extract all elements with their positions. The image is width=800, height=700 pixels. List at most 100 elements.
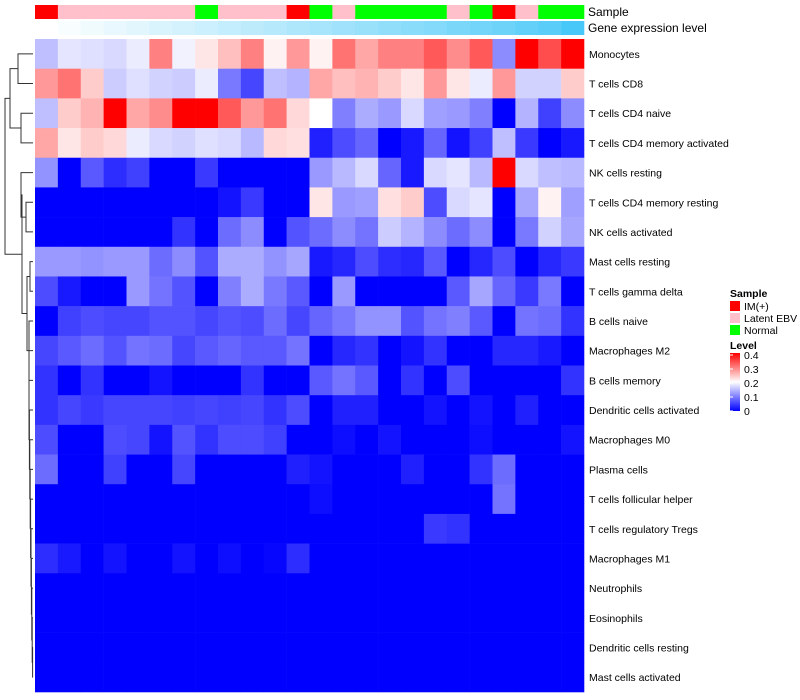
heatmap-cell [561,128,585,159]
heatmap-cell [446,276,470,307]
legend-swatch [730,325,740,335]
heatmap-cell [515,484,539,515]
heatmap-cell [218,128,242,159]
level-tick-label: 0 [744,406,750,418]
heatmap-cell [401,68,425,99]
heatmap-cell [332,365,356,396]
heatmap-cell [378,632,402,663]
heatmap-cell [561,306,585,337]
heatmap-cell [263,187,287,218]
heatmap-cell [309,454,333,485]
heatmap-cell [80,543,104,574]
gene-expression-annotation-cell [355,21,379,35]
heatmap-cell [240,276,265,307]
heatmap-cell [515,98,539,129]
heatmap-cell [469,602,493,633]
sample-annotation-cell [57,5,82,19]
heatmap-cell [57,39,82,69]
heatmap-cell [355,454,379,485]
heatmap-cell [309,662,333,693]
heatmap-cell [57,454,82,485]
heatmap-cell [195,484,219,515]
heatmap-cell [57,602,82,633]
gene-expression-annotation-cell [35,21,59,35]
heatmap-cell [401,39,425,69]
heatmap-cell [423,602,448,633]
heatmap-cell [57,662,82,693]
heatmap-cell [423,276,448,307]
heatmap-cell [172,217,196,248]
heatmap-cell [286,424,310,455]
heatmap-cell [195,632,219,663]
heatmap-cell [469,395,493,426]
heatmap-cell [446,632,470,663]
heatmap-cell [57,395,82,426]
heatmap-cell [172,395,196,426]
legend-label: Latent EBV [744,313,797,325]
heatmap-cell [469,662,493,693]
heatmap-cell [469,424,493,455]
heatmap-cell [240,128,265,159]
gene-expression-annotation-cell [149,21,173,35]
dendrogram-branch [20,172,33,218]
heatmap-cell [172,484,196,515]
sample-annotation-cell [195,5,219,19]
heatmap-cell [492,365,516,396]
heatmap-cell [332,187,356,218]
heatmap-cell [103,632,127,663]
heatmap-cell [286,98,310,129]
heatmap-cell [423,632,448,663]
heatmap-cell [538,454,562,485]
heatmap-cell [263,573,287,604]
gene-expression-annotation-cell [286,21,310,35]
heatmap-cell [469,39,493,69]
heatmap-cell [355,395,379,426]
legend-level-title: Level [730,340,757,352]
heatmap-cell [355,306,379,337]
heatmap-cell [103,98,127,129]
sample-annotation-cell [515,5,539,19]
heatmap-cell [80,454,104,485]
heatmap-cell [515,454,539,485]
heatmap-cell [378,454,402,485]
heatmap-cell [332,39,356,69]
heatmap-cell [80,217,104,248]
heatmap-cell [401,306,425,337]
heatmap-cell [195,454,219,485]
heatmap-cell [332,424,356,455]
heatmap-cell [263,662,287,693]
level-colorbar [730,353,740,411]
heatmap-cell [561,395,585,426]
heatmap-cell [240,602,265,633]
sample-annotation-cell [423,5,448,19]
heatmap-cell [355,39,379,69]
heatmap-cell [515,543,539,574]
row-dendrogram [4,53,34,678]
heatmap-cell [172,98,196,129]
heatmap-cell [561,454,585,485]
heatmap-cell [515,573,539,604]
heatmap-cell [172,335,196,366]
heatmap-cell [126,395,150,426]
heatmap-cell [515,157,539,188]
heatmap-cell [309,632,333,663]
heatmap-cell [492,513,516,544]
heatmap-cell [126,157,150,188]
heatmap-cell [378,39,402,69]
heatmap-cell [378,513,402,544]
heatmap-cell [149,662,173,693]
heatmap-cell [240,39,265,69]
heatmap-cell [195,306,219,337]
row-label: Monocytes [589,49,640,61]
heatmap-cell [423,246,448,277]
heatmap-cell [103,365,127,396]
heatmap-cell [57,365,82,396]
sample-annotation-cell [240,5,265,19]
heatmap-cell [286,128,310,159]
row-label: Macrophages M0 [589,435,670,447]
heatmap-cell [378,217,402,248]
heatmap-cell [492,395,516,426]
heatmap-cell [378,187,402,218]
heatmap-cell [332,602,356,633]
